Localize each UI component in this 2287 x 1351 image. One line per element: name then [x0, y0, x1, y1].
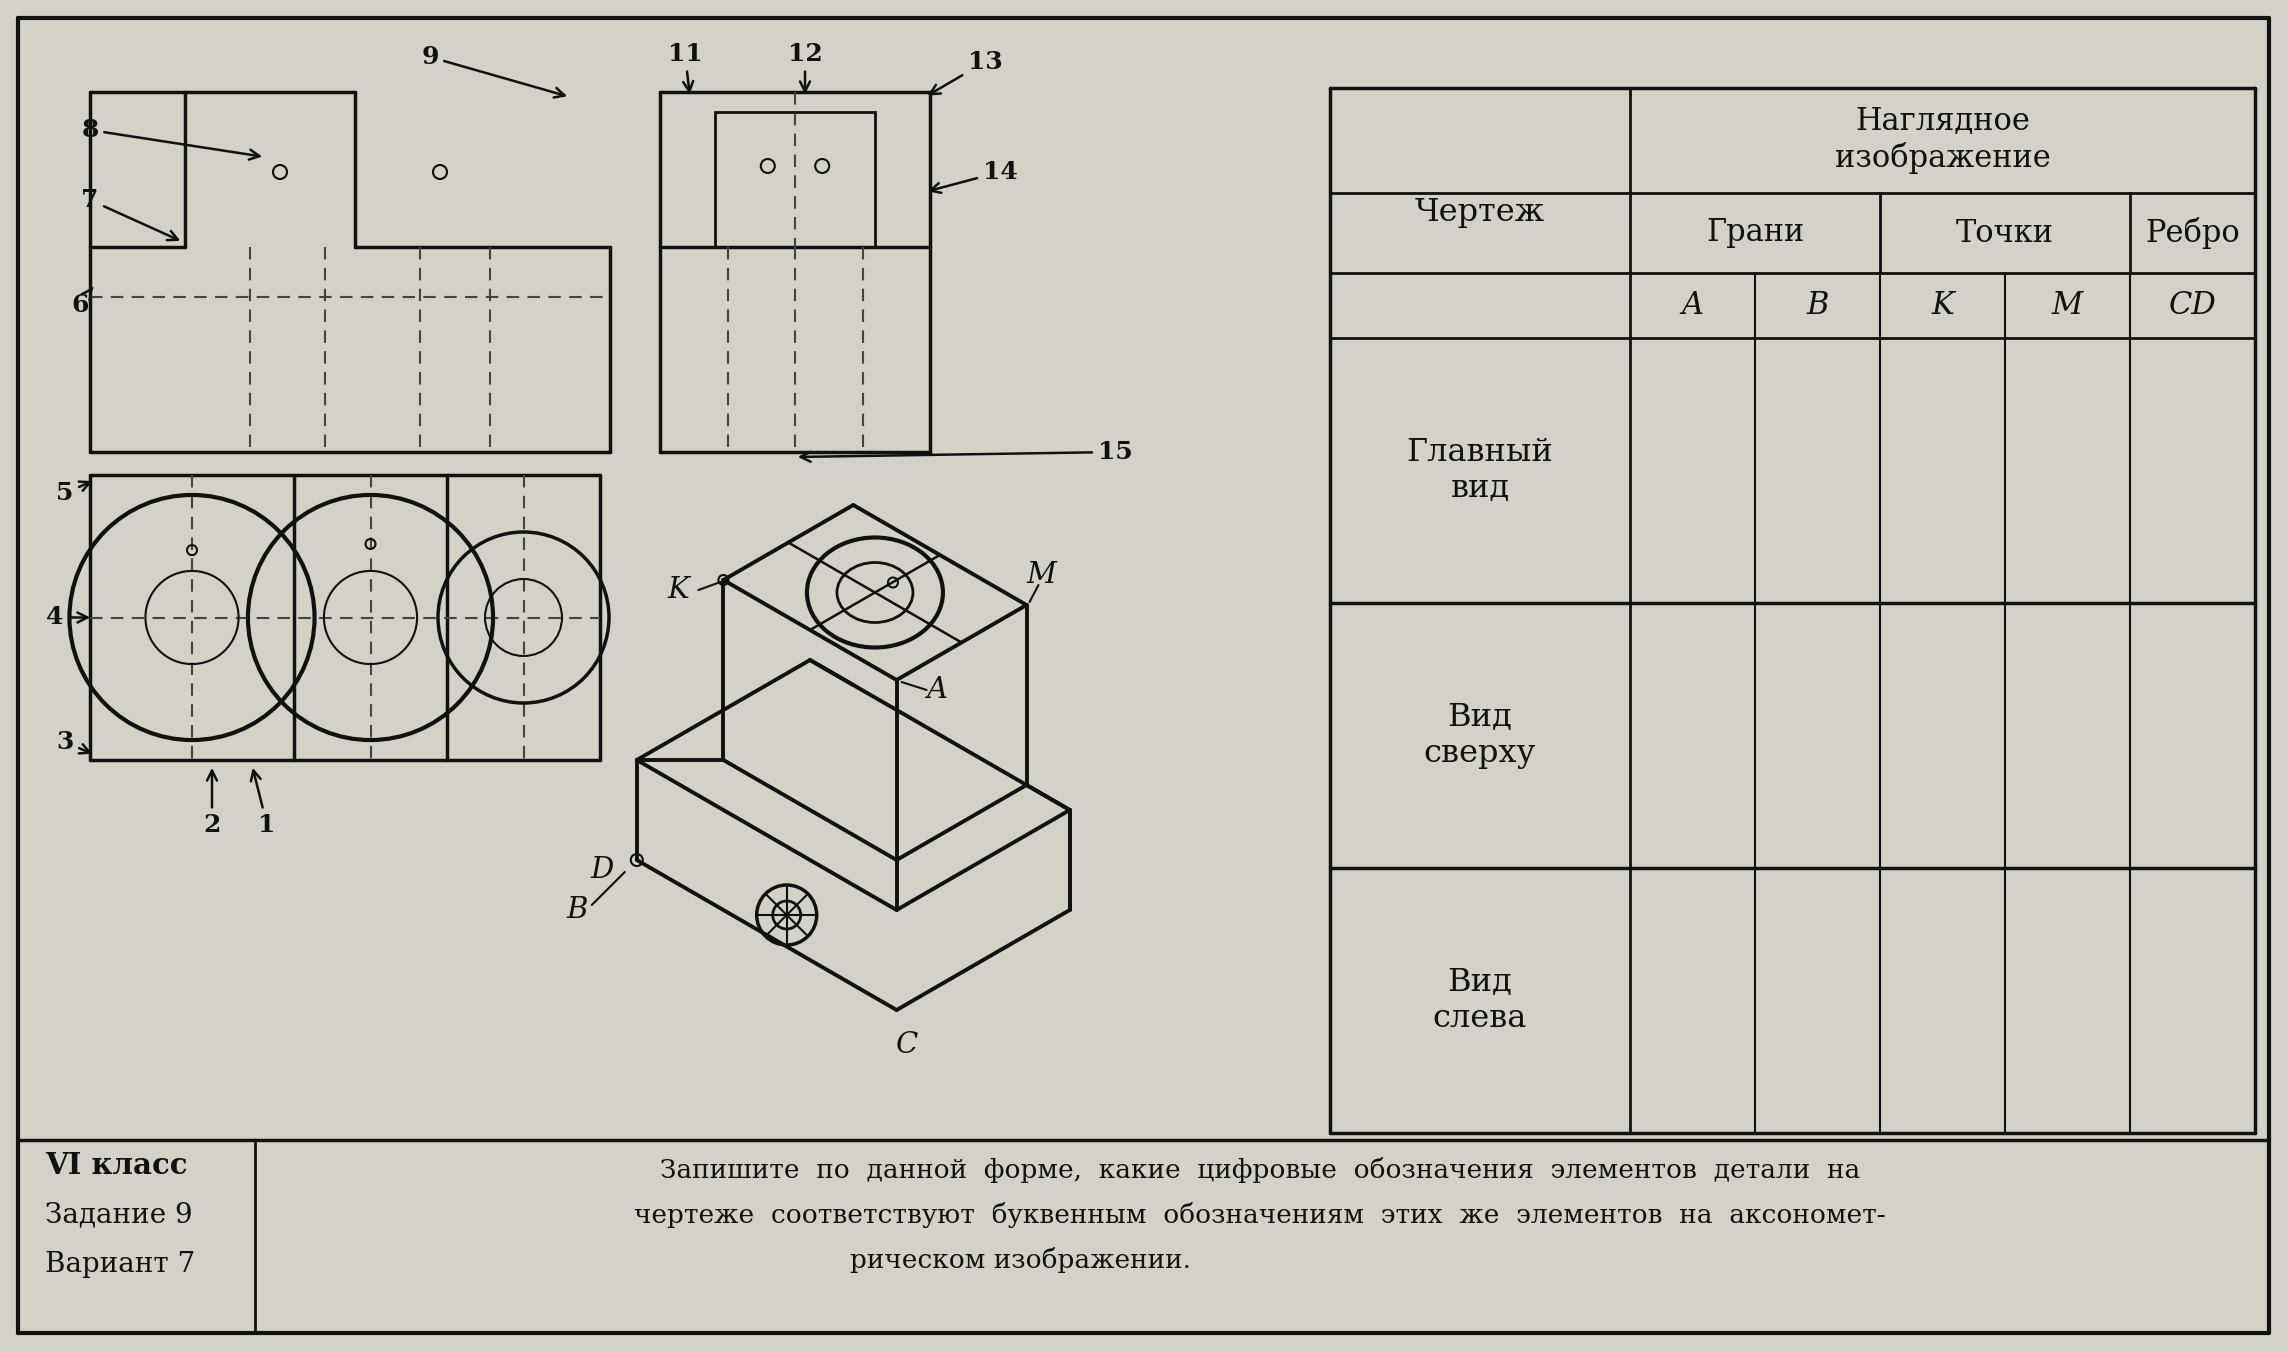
Text: Вариант 7: Вариант 7: [46, 1251, 194, 1278]
Text: A: A: [926, 676, 947, 704]
Text: Запишите  по  данной  форме,  какие  цифровые  обозначения  элементов  детали  н: Запишите по данной форме, какие цифровые…: [661, 1156, 1859, 1183]
Text: Вид
слева: Вид слева: [1434, 967, 1528, 1034]
Text: 2: 2: [204, 770, 220, 838]
Text: 15: 15: [800, 440, 1132, 463]
Text: Ребро: Ребро: [2145, 218, 2239, 249]
Text: 3: 3: [57, 730, 89, 754]
Text: Чертеж: Чертеж: [1416, 197, 1546, 228]
Text: чертеже  соответствуют  буквенным  обозначениям  этих  же  элементов  на  аксоно: чертеже соответствуют буквенным обозначе…: [633, 1202, 1887, 1228]
Text: рическом изображении.: рическом изображении.: [851, 1247, 1192, 1273]
Text: 5: 5: [57, 481, 89, 505]
Text: M: M: [2051, 290, 2083, 322]
Text: K: K: [1930, 290, 1953, 322]
Bar: [716, 112, 876, 247]
Text: Грани: Грани: [1706, 218, 1804, 249]
Text: 9: 9: [421, 45, 565, 97]
Text: Наглядное
изображение: Наглядное изображение: [1834, 107, 2051, 174]
Text: B: B: [567, 896, 588, 924]
Text: CD: CD: [2168, 290, 2216, 322]
Text: 4: 4: [46, 605, 87, 630]
Text: 7: 7: [82, 188, 178, 240]
Text: 6: 6: [71, 288, 91, 317]
Text: Задание 9: Задание 9: [46, 1201, 192, 1228]
Text: C: C: [897, 1031, 917, 1059]
Text: Главный
вид: Главный вид: [1407, 438, 1553, 504]
Text: 13: 13: [931, 50, 1002, 95]
Text: VI класс: VI класс: [46, 1151, 188, 1179]
Text: 12: 12: [787, 42, 823, 92]
Text: M: M: [1027, 561, 1057, 589]
Text: B: B: [1807, 290, 1830, 322]
Text: K: K: [668, 576, 688, 604]
Text: 14: 14: [931, 159, 1018, 193]
Text: Вид
сверху: Вид сверху: [1425, 703, 1537, 769]
Text: 11: 11: [668, 42, 702, 92]
Text: Точки: Точки: [1955, 218, 2054, 249]
Text: 8: 8: [82, 118, 258, 159]
Text: 1: 1: [252, 770, 277, 838]
Text: A: A: [1681, 290, 1704, 322]
Text: D: D: [590, 857, 613, 884]
